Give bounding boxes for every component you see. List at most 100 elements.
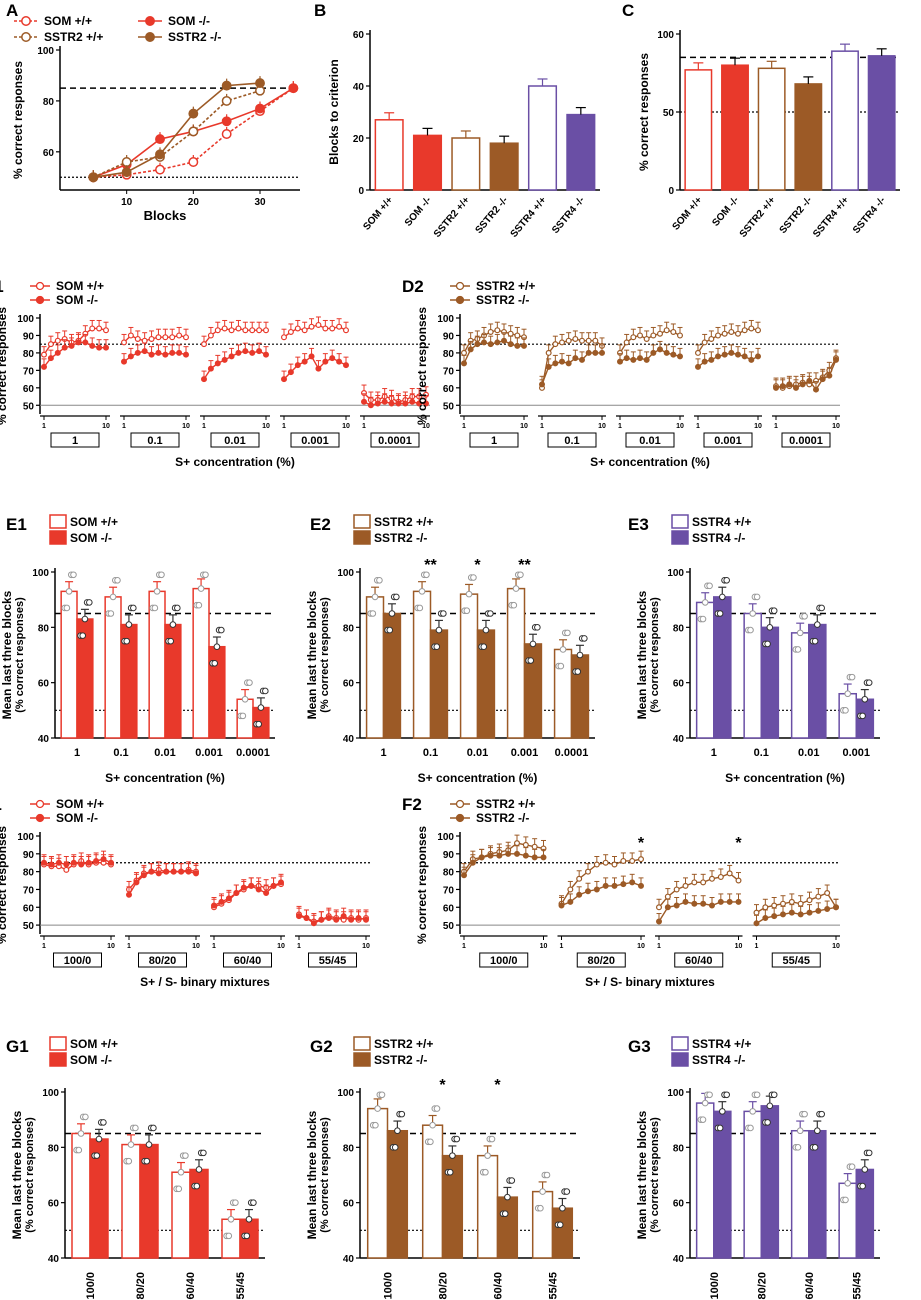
individual-point — [433, 1105, 441, 1112]
data-point — [75, 339, 82, 346]
data-point — [643, 356, 650, 363]
data-point — [514, 342, 521, 349]
data-point — [218, 898, 225, 905]
legend-swatch — [671, 1036, 689, 1051]
individual-point — [182, 1152, 189, 1159]
y-tick-label: 40 — [48, 1254, 60, 1265]
data-point — [255, 886, 262, 893]
y-tick-label: 40 — [343, 1254, 355, 1265]
data-point — [567, 898, 574, 905]
x-tick-label: 10 — [107, 943, 115, 950]
data-point — [188, 157, 199, 167]
x-tick-label: 1 — [362, 423, 366, 430]
individual-point — [65, 588, 73, 595]
data-point — [636, 355, 643, 362]
data-point — [48, 861, 55, 868]
data-point — [584, 888, 591, 895]
legend-swatch — [353, 530, 371, 545]
data-point — [162, 334, 169, 341]
data-point — [89, 342, 96, 349]
individual-point — [488, 1135, 496, 1143]
x-tick-label: 1 — [297, 943, 301, 950]
data-point — [552, 360, 559, 367]
individual-point — [423, 571, 430, 579]
individual-point — [75, 1146, 83, 1154]
y-axis-label: Mean last three blocks — [305, 1110, 319, 1239]
individual-point — [818, 1110, 826, 1118]
bar-SOM — [721, 64, 749, 191]
series-line-SOM — [128, 870, 197, 896]
data-point — [248, 882, 255, 889]
panel-tag-c: C — [622, 1, 634, 20]
individual-point — [177, 1168, 185, 1176]
individual-point — [543, 1171, 551, 1179]
data-point — [107, 859, 114, 866]
legend-swatch — [353, 1036, 371, 1051]
data-point — [333, 916, 340, 923]
x-tick-label: 10 — [182, 423, 190, 430]
data-point — [741, 353, 748, 360]
y-tick-label: 90 — [23, 850, 35, 861]
category-label: 0.0001 — [555, 747, 589, 759]
data-point — [558, 339, 565, 346]
data-point — [786, 381, 793, 388]
individual-point — [487, 610, 494, 617]
data-point — [148, 351, 155, 358]
group-label: 80/20 — [149, 955, 177, 967]
legend-label: SOM -/- — [56, 811, 98, 825]
individual-point — [484, 1152, 491, 1159]
data-point — [576, 875, 583, 882]
group-label: 0.001 — [714, 435, 742, 447]
bar-SSTR4 — [867, 55, 896, 191]
x-axis-label: S+ concentration (%) — [590, 455, 710, 469]
data-point — [367, 402, 374, 409]
x-axis-label: S+ concentration (%) — [418, 771, 538, 785]
individual-point — [794, 1144, 802, 1151]
data-point — [531, 843, 538, 850]
individual-point — [77, 1130, 85, 1137]
legend-marker — [21, 32, 31, 42]
y-tick-label: 70 — [443, 366, 455, 377]
individual-point — [463, 607, 471, 615]
data-point — [799, 381, 806, 388]
data-point — [155, 349, 162, 356]
x-tick-label: 1 — [202, 423, 206, 430]
legend-swatch — [671, 514, 689, 529]
legend-label: SSTR2 +/+ — [476, 279, 535, 293]
category-label: 55/45 — [851, 1272, 863, 1300]
data-point — [682, 898, 689, 905]
individual-point — [255, 720, 263, 728]
data-point — [728, 349, 735, 356]
x-tick-label: 1 — [618, 423, 622, 430]
individual-point — [770, 1091, 778, 1099]
data-point — [708, 875, 715, 882]
data-point — [558, 358, 565, 365]
legend-label: SOM +/+ — [56, 279, 104, 293]
legend-swatch — [49, 530, 67, 545]
y-tick-label: 80 — [443, 868, 455, 879]
individual-point — [842, 707, 849, 714]
individual-point — [534, 624, 541, 631]
x-tick-label: 10 — [192, 943, 200, 950]
data-point — [815, 907, 822, 914]
y-tick-label: 60 — [43, 148, 55, 159]
series-line-SSTR2 — [658, 901, 739, 922]
individual-point — [706, 582, 713, 590]
individual-point — [701, 1099, 709, 1107]
y-tick-label: 60 — [443, 384, 455, 395]
data-point — [611, 861, 618, 868]
data-point — [249, 349, 256, 356]
individual-point — [243, 1232, 251, 1240]
series-line-SSTR2 — [463, 842, 544, 873]
individual-point — [202, 571, 209, 579]
data-point — [578, 337, 585, 344]
x-tick-label: 10 — [676, 423, 684, 430]
data-point — [771, 913, 778, 920]
individual-point — [699, 1116, 707, 1123]
x-tick-label: 10 — [540, 943, 548, 950]
data-point — [228, 353, 235, 360]
data-point — [461, 360, 468, 367]
data-point — [329, 325, 336, 332]
data-point — [673, 902, 680, 909]
data-point — [40, 859, 47, 866]
